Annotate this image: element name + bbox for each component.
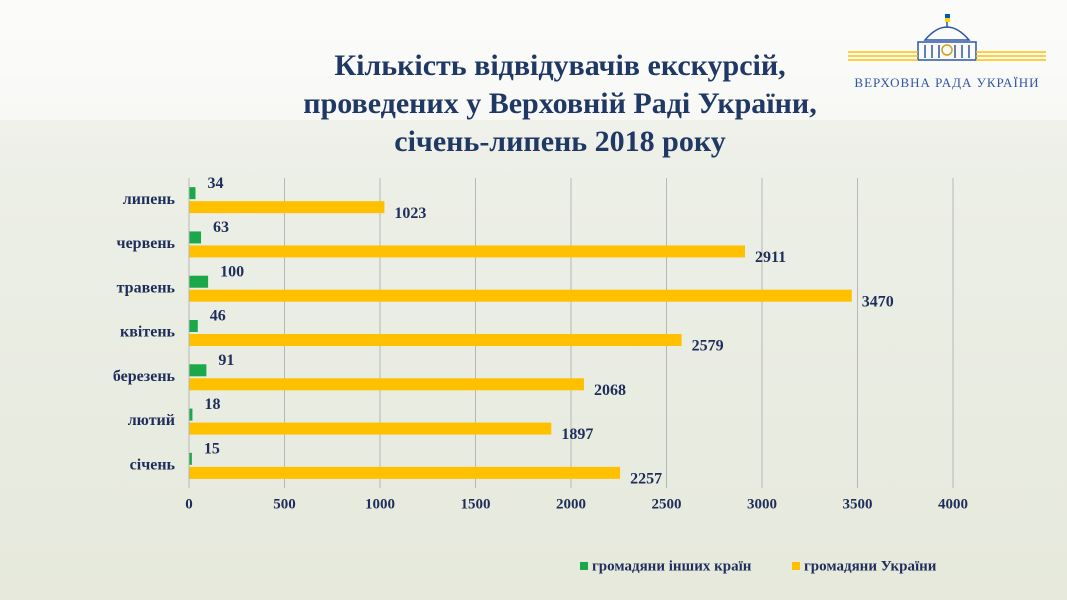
bar [189, 422, 552, 435]
chart-title: Кількість відвідувачів екскурсій, [334, 49, 785, 82]
value-label: 91 [218, 352, 234, 369]
y-tick-label: січень [130, 457, 176, 474]
logo: ВЕРХОВНА РАДА УКРАЇНИ [848, 14, 1046, 90]
bar [189, 187, 196, 200]
logo-text: ВЕРХОВНА РАДА УКРАЇНИ [854, 75, 1039, 90]
x-tick-label: 1000 [365, 496, 395, 512]
chart-title: січень-липень 2018 року [394, 125, 725, 158]
logo-columns [924, 45, 970, 58]
value-label: 18 [204, 396, 220, 413]
bar [189, 275, 209, 288]
y-tick-label: липень [123, 191, 176, 208]
value-label: 2579 [692, 338, 724, 355]
bar [189, 231, 202, 244]
legend-label: громадяни інших країн [592, 558, 752, 574]
bar [189, 364, 207, 377]
bar [189, 320, 198, 332]
logo-flag [945, 14, 950, 18]
y-tick-label: березень [113, 368, 176, 385]
value-label: 3470 [862, 293, 894, 310]
bar [189, 289, 852, 302]
bar [189, 466, 621, 479]
value-label: 46 [210, 308, 226, 325]
legend-swatch [580, 562, 588, 570]
x-tick-label: 3000 [747, 496, 777, 512]
y-tick-label: травень [117, 279, 176, 296]
value-label: 15 [204, 441, 220, 458]
value-label: 63 [213, 219, 229, 236]
y-tick-label: червень [117, 235, 176, 252]
x-tick-label: 2500 [652, 496, 682, 512]
x-tick-label: 3500 [843, 496, 873, 512]
y-tick-label: квітень [120, 324, 175, 341]
value-label: 1023 [394, 205, 426, 222]
chart-title: проведених у Верховній Раді України, [303, 87, 816, 120]
x-tick-label: 1500 [461, 496, 491, 512]
x-tick-label: 500 [273, 496, 296, 512]
legend-label: громадяни України [804, 558, 937, 574]
legend-swatch [792, 562, 800, 570]
value-label: 2257 [630, 471, 662, 488]
x-tick-label: 4000 [938, 496, 968, 512]
bar [189, 408, 193, 421]
bar [189, 245, 746, 258]
bar [189, 334, 682, 346]
x-tick-label: 2000 [556, 496, 586, 512]
x-tick-label: 0 [185, 496, 193, 512]
y-tick-label: лютий [128, 412, 175, 429]
value-label: 1897 [561, 426, 593, 443]
value-label: 100 [220, 263, 244, 280]
value-label: 34 [207, 175, 223, 192]
value-label: 2068 [594, 382, 626, 399]
logo-lines [848, 51, 1046, 61]
bar [189, 201, 385, 214]
bar [189, 378, 584, 391]
value-label: 2911 [755, 249, 786, 266]
logo-emblem [941, 44, 953, 56]
logo-flag [945, 18, 950, 22]
bar [189, 452, 192, 465]
